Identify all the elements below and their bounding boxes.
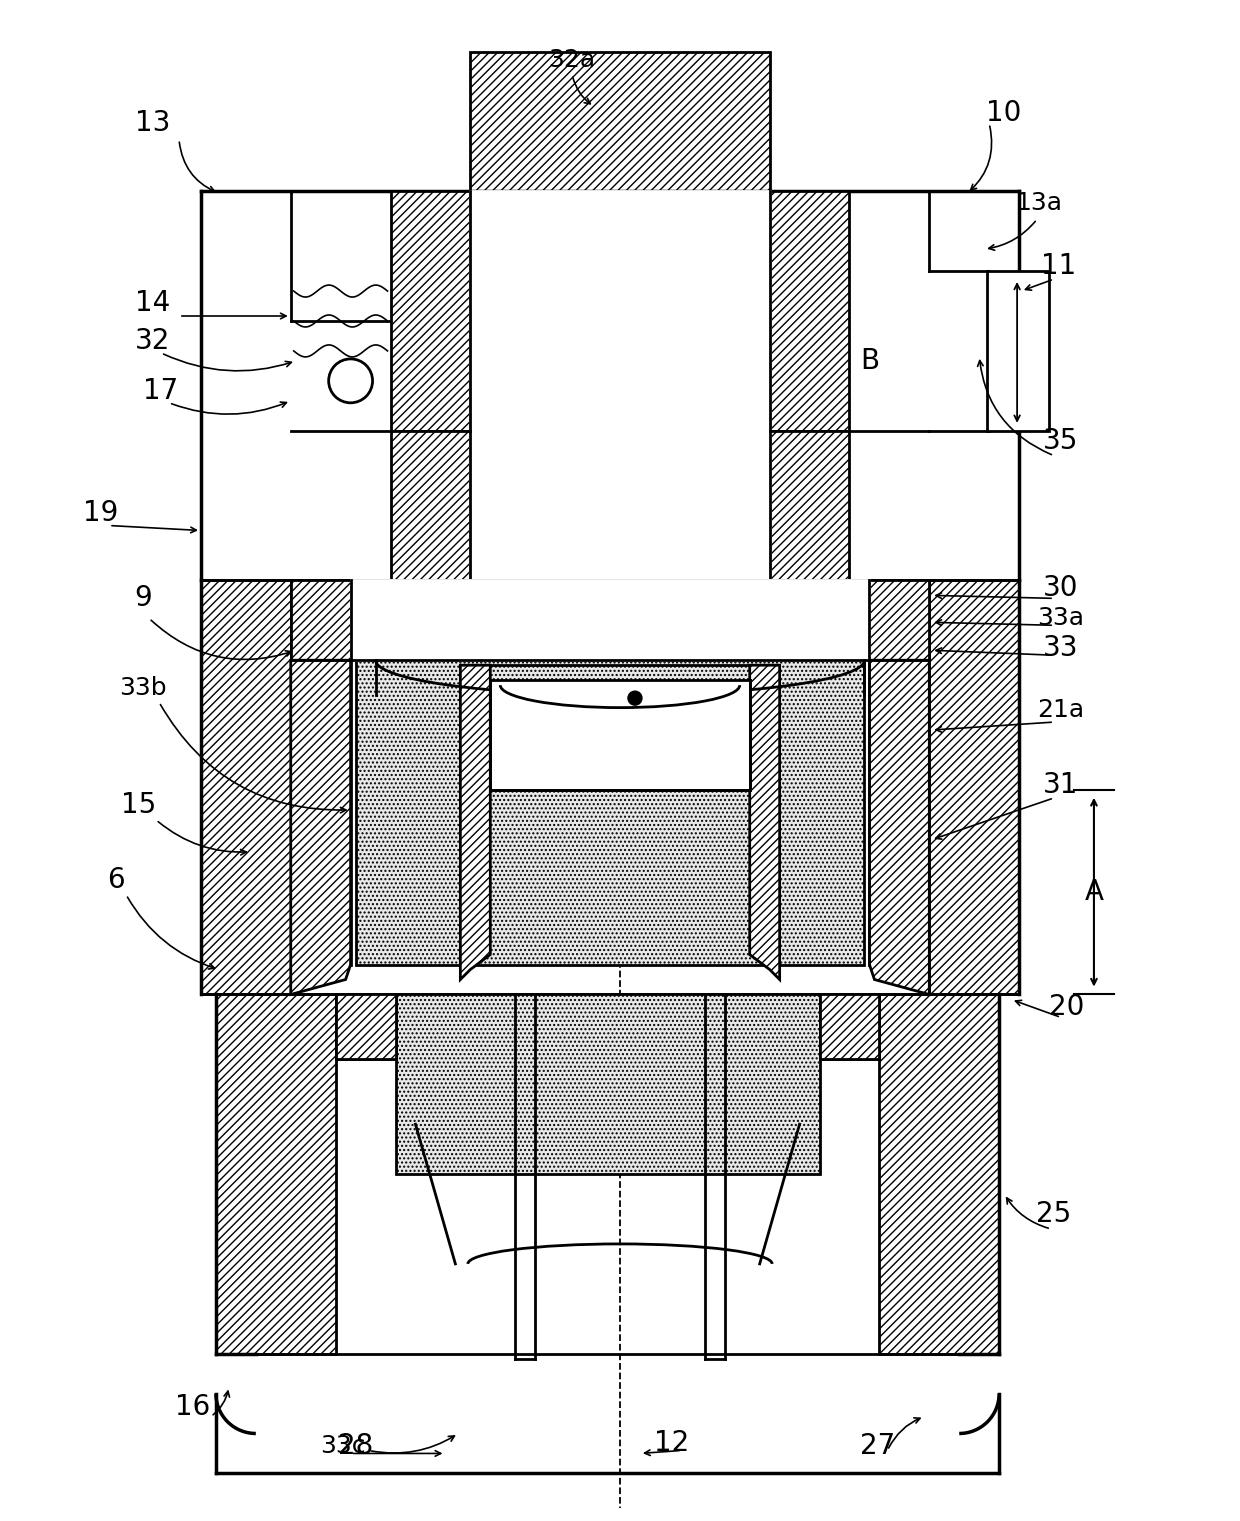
Text: 20: 20	[1049, 993, 1085, 1022]
Polygon shape	[869, 660, 929, 995]
Circle shape	[627, 691, 642, 706]
Text: 13: 13	[135, 110, 171, 137]
Text: 6: 6	[108, 865, 125, 894]
Bar	[470, 192, 770, 430]
Polygon shape	[460, 665, 490, 980]
Polygon shape	[879, 995, 999, 1354]
Polygon shape	[391, 192, 849, 430]
Text: 33: 33	[1043, 634, 1079, 662]
Bar	[356, 660, 864, 964]
Text: 32: 32	[135, 327, 171, 354]
Text: 25: 25	[1037, 1200, 1071, 1227]
Bar	[987, 271, 1049, 430]
Text: 19: 19	[83, 499, 119, 526]
Text: 33b: 33b	[119, 677, 167, 700]
Circle shape	[329, 359, 372, 403]
Bar	[351, 660, 869, 964]
Text: 16: 16	[175, 1393, 211, 1421]
Text: 11: 11	[1042, 252, 1076, 280]
Text: 27: 27	[859, 1433, 895, 1460]
Text: 33c: 33c	[320, 1434, 366, 1459]
Polygon shape	[201, 581, 290, 995]
Bar	[470, 52, 770, 192]
Text: 10: 10	[987, 99, 1022, 128]
Text: 12: 12	[655, 1430, 689, 1457]
Text: 15: 15	[122, 791, 156, 818]
Text: 30: 30	[1043, 575, 1079, 602]
Text: 33a: 33a	[1038, 607, 1085, 630]
Polygon shape	[290, 660, 351, 995]
Text: 28: 28	[339, 1433, 373, 1460]
Text: 31: 31	[1043, 771, 1079, 799]
Polygon shape	[750, 665, 780, 980]
Text: 14: 14	[135, 289, 171, 316]
Text: 9: 9	[134, 584, 153, 613]
Text: 21a: 21a	[1038, 698, 1085, 722]
Text: A: A	[1085, 878, 1104, 905]
Bar	[396, 995, 820, 1174]
Polygon shape	[216, 995, 336, 1354]
Bar	[490, 680, 750, 789]
Bar	[351, 581, 869, 660]
Polygon shape	[391, 430, 849, 581]
Text: 32a: 32a	[548, 47, 595, 71]
Text: 17: 17	[144, 377, 179, 405]
Text: 13a: 13a	[1016, 192, 1063, 216]
Polygon shape	[336, 995, 396, 1059]
Text: 35: 35	[1043, 427, 1079, 455]
Text: B: B	[859, 347, 879, 374]
Bar	[470, 430, 770, 581]
Polygon shape	[820, 995, 879, 1059]
Polygon shape	[290, 581, 929, 660]
Polygon shape	[929, 581, 1019, 995]
